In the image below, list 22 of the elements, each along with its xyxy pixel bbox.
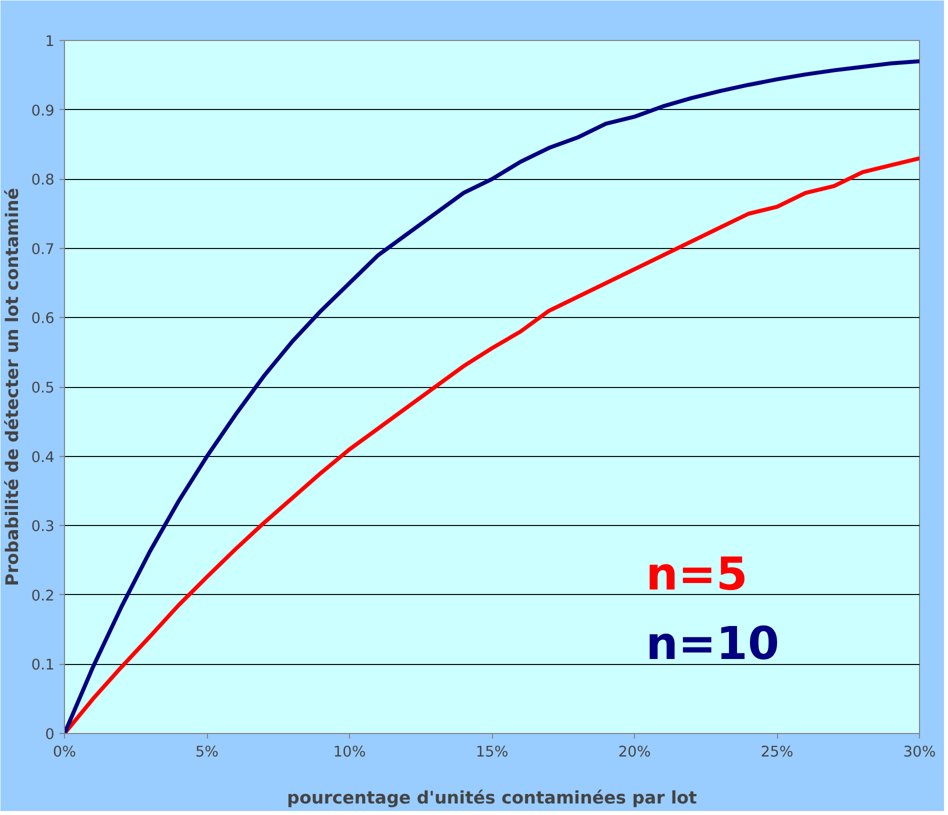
- x-tick-label: 0%: [52, 744, 76, 760]
- text: n=10: [646, 616, 780, 670]
- y-tick-label: 0.2: [31, 587, 55, 604]
- y-tick-label: 0.7: [31, 240, 55, 258]
- x-tick-label: 20%: [618, 744, 651, 760]
- x-tick-label: 5%: [195, 744, 219, 760]
- text: n=5: [646, 548, 748, 601]
- x-tick-label: 10%: [333, 744, 366, 760]
- y-tick-label: 0.5: [31, 380, 55, 396]
- y-tick-label: 0.3: [31, 518, 55, 536]
- y-tick-label: 0.1: [31, 656, 55, 674]
- y-tick-label: 0.9: [31, 102, 55, 120]
- x-tick-label: 25%: [760, 744, 794, 760]
- x-axis-title: pourcentage d'unités contaminées par lot: [287, 788, 697, 808]
- x-tick-label: 30%: [903, 744, 936, 760]
- x-tick-label: 15%: [476, 744, 508, 760]
- y-tick-label: 0: [45, 726, 55, 743]
- y-axis-title: Probabilité de détecter un lot contaminé: [3, 188, 24, 586]
- y-tick-label: 0.6: [31, 310, 55, 328]
- y-tick-label: 0.8: [31, 172, 55, 189]
- y-tick-label: 0.4: [31, 448, 55, 466]
- y-tick-label: 1: [45, 33, 55, 50]
